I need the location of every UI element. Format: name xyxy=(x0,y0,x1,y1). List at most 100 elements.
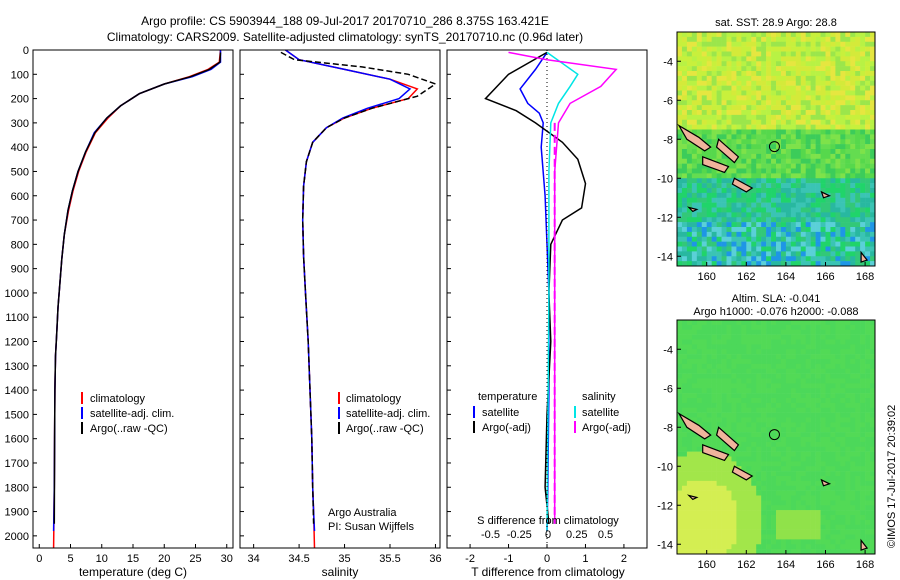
map-cell xyxy=(766,163,772,169)
map-cell xyxy=(677,207,683,213)
map-cell xyxy=(870,476,876,482)
map-cell xyxy=(830,41,836,47)
map-cell xyxy=(810,461,816,467)
map-cell xyxy=(677,241,683,247)
map-cell xyxy=(835,212,841,218)
map-cell xyxy=(820,451,826,457)
map-cell xyxy=(711,144,717,150)
map-cell xyxy=(731,402,737,409)
map-cell xyxy=(696,398,703,404)
map-cell xyxy=(845,144,851,150)
map-cell xyxy=(865,329,871,335)
map-cell xyxy=(771,197,777,203)
map-cell xyxy=(686,437,693,443)
map-cell xyxy=(780,378,787,384)
map-cell xyxy=(785,212,792,218)
map-cell xyxy=(785,153,792,160)
map-cell xyxy=(845,539,851,545)
map-cell xyxy=(825,515,831,521)
map-cell xyxy=(815,476,821,482)
map-cell xyxy=(860,178,866,184)
map-cell xyxy=(845,485,851,491)
map-cell xyxy=(751,422,757,428)
map-cell xyxy=(736,192,742,199)
map-cell xyxy=(701,373,707,379)
map-cell xyxy=(696,378,703,384)
map-cell xyxy=(845,90,851,96)
map-cell xyxy=(686,95,693,101)
map-cell xyxy=(870,437,876,443)
map-cell xyxy=(815,354,821,360)
map-cell xyxy=(681,490,688,496)
map-cell xyxy=(815,124,821,130)
map-cell xyxy=(731,188,737,194)
map-cell xyxy=(756,363,762,370)
sal-legend-climatology-label: climatology xyxy=(346,393,402,405)
map-cell xyxy=(835,373,841,379)
map-cell xyxy=(845,490,851,496)
map-cell xyxy=(795,241,802,247)
map-cell xyxy=(766,485,772,491)
map-cell xyxy=(855,100,861,106)
map-cell xyxy=(716,100,722,106)
map-cell xyxy=(686,334,693,340)
map-cell xyxy=(780,383,787,389)
map-cell xyxy=(855,320,861,326)
map-cell xyxy=(686,124,693,130)
temperature-frame xyxy=(32,49,234,549)
map-cell xyxy=(756,173,762,179)
map-cell xyxy=(716,41,722,47)
map-cell xyxy=(766,398,772,404)
map-cell xyxy=(731,388,737,394)
map-cell xyxy=(731,212,737,218)
map-cell xyxy=(850,56,856,62)
map-cell xyxy=(780,95,787,101)
map-ytick-label: -8 xyxy=(663,422,673,434)
map-cell xyxy=(686,222,693,228)
map-cell xyxy=(785,85,792,91)
map-cell xyxy=(696,212,703,218)
map-cell xyxy=(701,471,707,477)
map-cell xyxy=(726,422,732,428)
map-cell xyxy=(785,41,792,47)
island xyxy=(860,250,869,263)
map-cell xyxy=(701,80,707,86)
map-cell xyxy=(805,398,811,404)
map-cell xyxy=(716,324,722,331)
map-cell xyxy=(805,417,811,423)
map-cell xyxy=(870,344,876,350)
map-cell xyxy=(870,471,876,477)
map-cell xyxy=(840,207,846,213)
map-cell xyxy=(731,539,737,545)
map-cell xyxy=(840,529,846,535)
map-cell xyxy=(780,388,787,394)
map-cell xyxy=(790,417,797,423)
xtick-label-temperature: 15 xyxy=(127,553,139,565)
map-cell xyxy=(736,378,742,384)
map-cell xyxy=(825,105,831,111)
map-cell xyxy=(766,222,772,228)
map-cell xyxy=(795,500,802,506)
difference-legend: temperature satellite Argo(-adj) salinit… xyxy=(473,391,631,434)
map-cell xyxy=(726,51,732,57)
map-cell xyxy=(840,466,846,472)
map-cell xyxy=(845,495,851,501)
map-cell xyxy=(761,188,767,194)
map-cell xyxy=(800,378,806,384)
map-cell xyxy=(761,490,767,496)
map-cell xyxy=(840,75,846,82)
map-cell xyxy=(771,515,777,521)
map-cell xyxy=(681,320,688,326)
map-cell xyxy=(686,231,693,238)
map-cell xyxy=(736,71,742,77)
map-cell xyxy=(681,192,688,199)
map-cell xyxy=(805,231,811,238)
map-cell xyxy=(751,354,757,360)
map-cell xyxy=(681,153,688,160)
map-cell xyxy=(850,398,856,404)
map-cell xyxy=(691,412,698,418)
map-cell xyxy=(785,456,792,462)
map-cell xyxy=(731,334,737,340)
map-cell xyxy=(820,412,826,418)
map-cell xyxy=(850,222,856,228)
